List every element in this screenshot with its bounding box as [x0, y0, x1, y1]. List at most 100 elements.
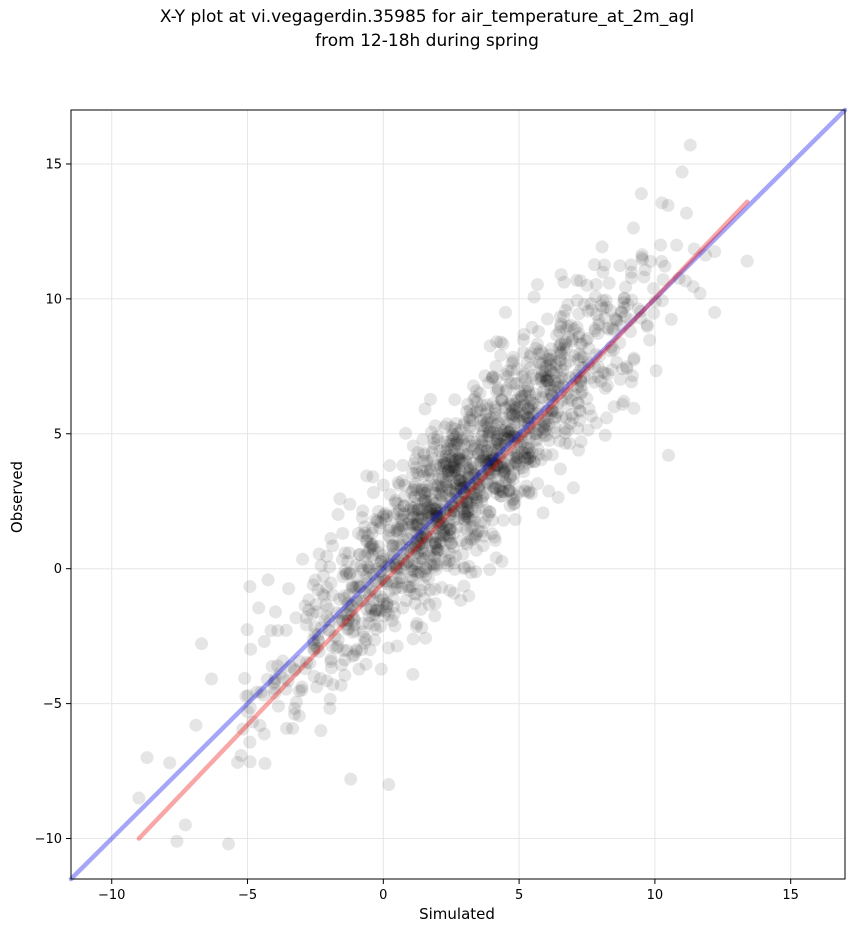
- scatter-point: [339, 608, 353, 622]
- scatter-point: [440, 477, 454, 491]
- scatter-point: [443, 546, 457, 560]
- scatter-point: [447, 556, 461, 570]
- scatter-point: [466, 487, 480, 501]
- scatter-point: [530, 337, 544, 351]
- scatter-point: [309, 598, 323, 612]
- scatter-point: [326, 588, 340, 602]
- scatter-point: [389, 539, 403, 553]
- scatter-point: [590, 307, 604, 321]
- scatter-point: [366, 609, 380, 623]
- scatter-point: [362, 589, 376, 603]
- scatter-point: [540, 312, 554, 326]
- scatter-point: [405, 485, 419, 499]
- scatter-point: [456, 547, 470, 561]
- scatter-point: [369, 622, 383, 636]
- scatter-point: [361, 576, 375, 590]
- scatter-point: [543, 357, 557, 371]
- scatter-point: [323, 614, 337, 628]
- scatter-point: [464, 521, 478, 535]
- scatter-point: [321, 602, 335, 616]
- scatter-point: [457, 416, 471, 430]
- scatter-point: [614, 305, 628, 319]
- scatter-point: [426, 558, 440, 572]
- scatter-point: [538, 365, 552, 379]
- scatter-point: [564, 318, 578, 332]
- scatter-point: [661, 448, 675, 462]
- scatter-point: [572, 365, 586, 379]
- scatter-point: [356, 504, 370, 518]
- scatter-point: [382, 529, 396, 543]
- scatter-point: [382, 558, 396, 572]
- scatter-point: [374, 516, 388, 530]
- scatter-point: [425, 472, 439, 486]
- scatter-point: [537, 417, 551, 431]
- scatter-point: [610, 314, 624, 328]
- scatter-point: [405, 559, 419, 573]
- scatter-point: [580, 278, 594, 292]
- scatter-point: [360, 534, 374, 548]
- scatter-point: [571, 353, 585, 367]
- scatter-point: [607, 323, 621, 337]
- scatter-point: [204, 672, 218, 686]
- scatter-point: [394, 562, 408, 576]
- scatter-point: [386, 540, 400, 554]
- scatter-point: [444, 437, 458, 451]
- scatter-point: [475, 398, 489, 412]
- scatter-point: [548, 411, 562, 425]
- scatter-point: [490, 459, 504, 473]
- scatter-point: [450, 435, 464, 449]
- scatter-point: [560, 386, 574, 400]
- scatter-point: [364, 600, 378, 614]
- scatter-point: [499, 368, 513, 382]
- scatter-point: [362, 571, 376, 585]
- scatter-point: [417, 523, 431, 537]
- scatter-point: [366, 593, 380, 607]
- scatter-point: [598, 366, 612, 380]
- scatter-point: [397, 499, 411, 513]
- scatter-point: [444, 537, 458, 551]
- scatter-point: [423, 463, 437, 477]
- scatter-point: [509, 489, 523, 503]
- scatter-point: [460, 405, 474, 419]
- scatter-point: [534, 453, 548, 467]
- scatter-point: [456, 501, 470, 515]
- scatter-point: [498, 427, 512, 441]
- scatter-point: [516, 333, 530, 347]
- scatter-point: [459, 509, 473, 523]
- scatter-point: [428, 550, 442, 564]
- scatter-point: [551, 377, 565, 391]
- scatter-point: [562, 330, 576, 344]
- scatter-point: [465, 408, 479, 422]
- scatter-point: [550, 405, 564, 419]
- scatter-point: [509, 402, 523, 416]
- scatter-point: [604, 340, 618, 354]
- scatter-point: [521, 380, 535, 394]
- scatter-point: [429, 502, 443, 516]
- scatter-point: [501, 432, 515, 446]
- scatter-point: [494, 449, 508, 463]
- scatter-point: [479, 416, 493, 430]
- scatter-point: [427, 549, 441, 563]
- scatter-point: [336, 570, 350, 584]
- scatter-point: [475, 490, 489, 504]
- scatter-point: [655, 254, 669, 268]
- scatter-point: [407, 587, 421, 601]
- scatter-point: [336, 614, 350, 628]
- scatter-point: [686, 280, 700, 294]
- scatter-point: [495, 394, 509, 408]
- scatter-point: [447, 500, 461, 514]
- scatter-point: [489, 360, 503, 374]
- scatter-point: [429, 509, 443, 523]
- scatter-point: [617, 301, 631, 315]
- scatter-point: [469, 405, 483, 419]
- scatter-point: [236, 722, 250, 736]
- scatter-point: [422, 549, 436, 563]
- scatter-point: [436, 470, 450, 484]
- scatter-point: [523, 350, 537, 364]
- scatter-point: [328, 629, 342, 643]
- scatter-point: [537, 414, 551, 428]
- scatter-point: [515, 389, 529, 403]
- scatter-point: [557, 341, 571, 355]
- scatter-point: [379, 560, 393, 574]
- scatter-point: [471, 446, 485, 460]
